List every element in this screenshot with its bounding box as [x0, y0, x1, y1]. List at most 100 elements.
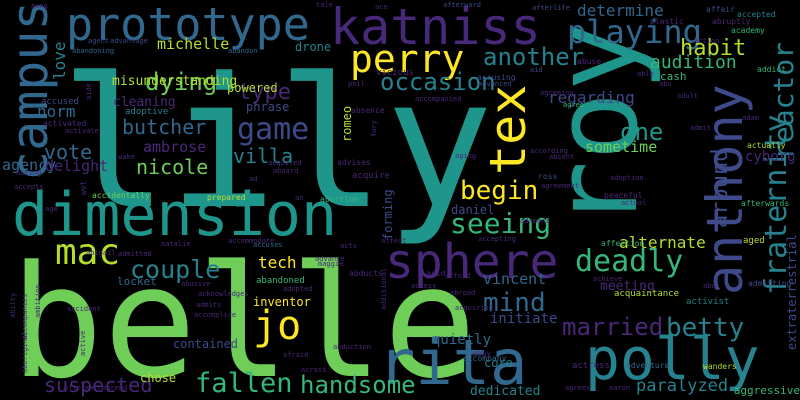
word-fallen: fallen [195, 368, 293, 399]
word-abu: abu [659, 80, 672, 88]
word-accompanies: accompanies [21, 293, 29, 340]
word-wet: wet [79, 180, 88, 195]
word-afterwards: afterwards [741, 199, 790, 208]
word-villa: villa [233, 144, 294, 168]
word-couple: couple [130, 255, 221, 284]
word-jo: jo [253, 303, 302, 349]
word-abandoning: abandoning [72, 47, 115, 55]
word-accuses: accuses [253, 241, 283, 249]
word-abusive: abusive [181, 280, 211, 288]
word-adoption: adoption [610, 174, 644, 182]
word-aggressive: aggressive [733, 384, 800, 397]
word-begin: begin [460, 176, 539, 206]
word-aang: aang [31, 2, 48, 10]
word-ambition: ambition [34, 284, 42, 318]
word-phrase: phrase [246, 100, 290, 114]
word-polly: polly [585, 325, 760, 393]
word-aged: aged [743, 236, 765, 246]
word-suspected: suspected [44, 373, 153, 397]
word-cash: cash [660, 70, 687, 83]
word-drone: drone [295, 40, 332, 54]
word-meeting: meeting [600, 279, 655, 294]
word-additional: additional [380, 267, 388, 310]
word-across: across [301, 366, 327, 374]
word-around: around [708, 148, 733, 228]
word-access: access [411, 282, 437, 290]
word-aide: aide [85, 83, 93, 100]
word-cleaning: cleaning [113, 95, 176, 110]
word-acquiring: acquiring [455, 304, 493, 312]
word-determine: determine [577, 1, 664, 20]
word-core: core [484, 356, 513, 370]
word-rita: rita [378, 326, 528, 399]
word-aftermathagreed: aftermathagreed [64, 384, 128, 392]
word-abruptly: abruptly [712, 17, 751, 26]
word-playing: playing [567, 13, 702, 51]
word-nicole: nicole [136, 155, 209, 179]
word-affect: affect [381, 237, 407, 245]
word-delight: delight [45, 157, 109, 175]
word-accident: accident [67, 305, 101, 313]
word-paralyzed: paralyzed [636, 376, 729, 396]
word-vicious: vicious [376, 68, 414, 78]
word-tex: tex [479, 84, 537, 175]
word-fury: fury [370, 120, 378, 137]
word-agreeing: agreeing [540, 89, 574, 97]
word-abroad: abroad [450, 289, 476, 297]
word-locket: locket [117, 275, 157, 288]
word-wanders: wanders [703, 362, 737, 371]
word-vote: vote [44, 140, 93, 164]
word-actress: actress [572, 361, 610, 371]
word-chose: chose [140, 371, 177, 385]
word-advanced: advanced [478, 80, 512, 88]
word-ad: ad [249, 175, 258, 183]
word-mac: mac [55, 232, 121, 273]
word-acid: acid [426, 269, 446, 278]
word-cyborg: cyborg [745, 149, 796, 165]
word-adopted: adopted [283, 285, 313, 293]
word-adult: adult [677, 92, 699, 100]
word-acts: acts [340, 242, 357, 250]
word-misunderstanding: misunderstanding [112, 74, 238, 89]
word-aaron: aaron [609, 384, 631, 392]
word-agrees: agrees [565, 384, 591, 392]
word-forming: forming [381, 189, 395, 240]
word-agent: agent [88, 37, 110, 45]
word-afterlife: afterlife [532, 4, 570, 12]
word-addict: addict [757, 65, 786, 74]
word-acquired: acquired [268, 159, 302, 167]
word-mind: mind [483, 288, 546, 318]
word-activate: activate [65, 127, 99, 135]
word-afford: afford [445, 272, 471, 280]
word-absence: absence [351, 106, 385, 115]
word-abby: abby [472, 349, 492, 358]
word-acting: acting [16, 169, 42, 177]
word-actually: actually [747, 141, 786, 150]
word-abe: abe [703, 282, 716, 290]
word-advantage: advantage [110, 37, 148, 45]
word-admits: admits [196, 301, 222, 309]
word-deadly: deadly [575, 244, 684, 279]
word-action: action [694, 37, 720, 45]
word-academy: academy [731, 26, 765, 35]
word-audition: audition [650, 52, 737, 73]
word-admitting: admitting [748, 279, 792, 288]
word-wake: wake [118, 153, 135, 161]
word-perry: perry [350, 37, 465, 81]
word-adam: adam [742, 114, 759, 122]
word-admit: admit [690, 124, 712, 132]
word-abortion: abortion [320, 195, 359, 204]
word-advance: advance [315, 255, 345, 263]
word-abandon: abandon [228, 47, 258, 55]
word-adventure: adventure [626, 361, 670, 370]
word-accepts: accepts [14, 183, 44, 191]
word-alternate: alternate [619, 233, 706, 252]
word-adamant: adamant [520, 217, 550, 225]
word-tech: tech [258, 253, 297, 272]
word-prototype: prototype [66, 0, 310, 51]
word-accompany: accompany [463, 354, 507, 363]
word-belle: belle [10, 232, 477, 400]
word-abilty: abilty [9, 292, 17, 318]
word-habit: habit [680, 36, 747, 61]
word-one: one [620, 118, 664, 146]
